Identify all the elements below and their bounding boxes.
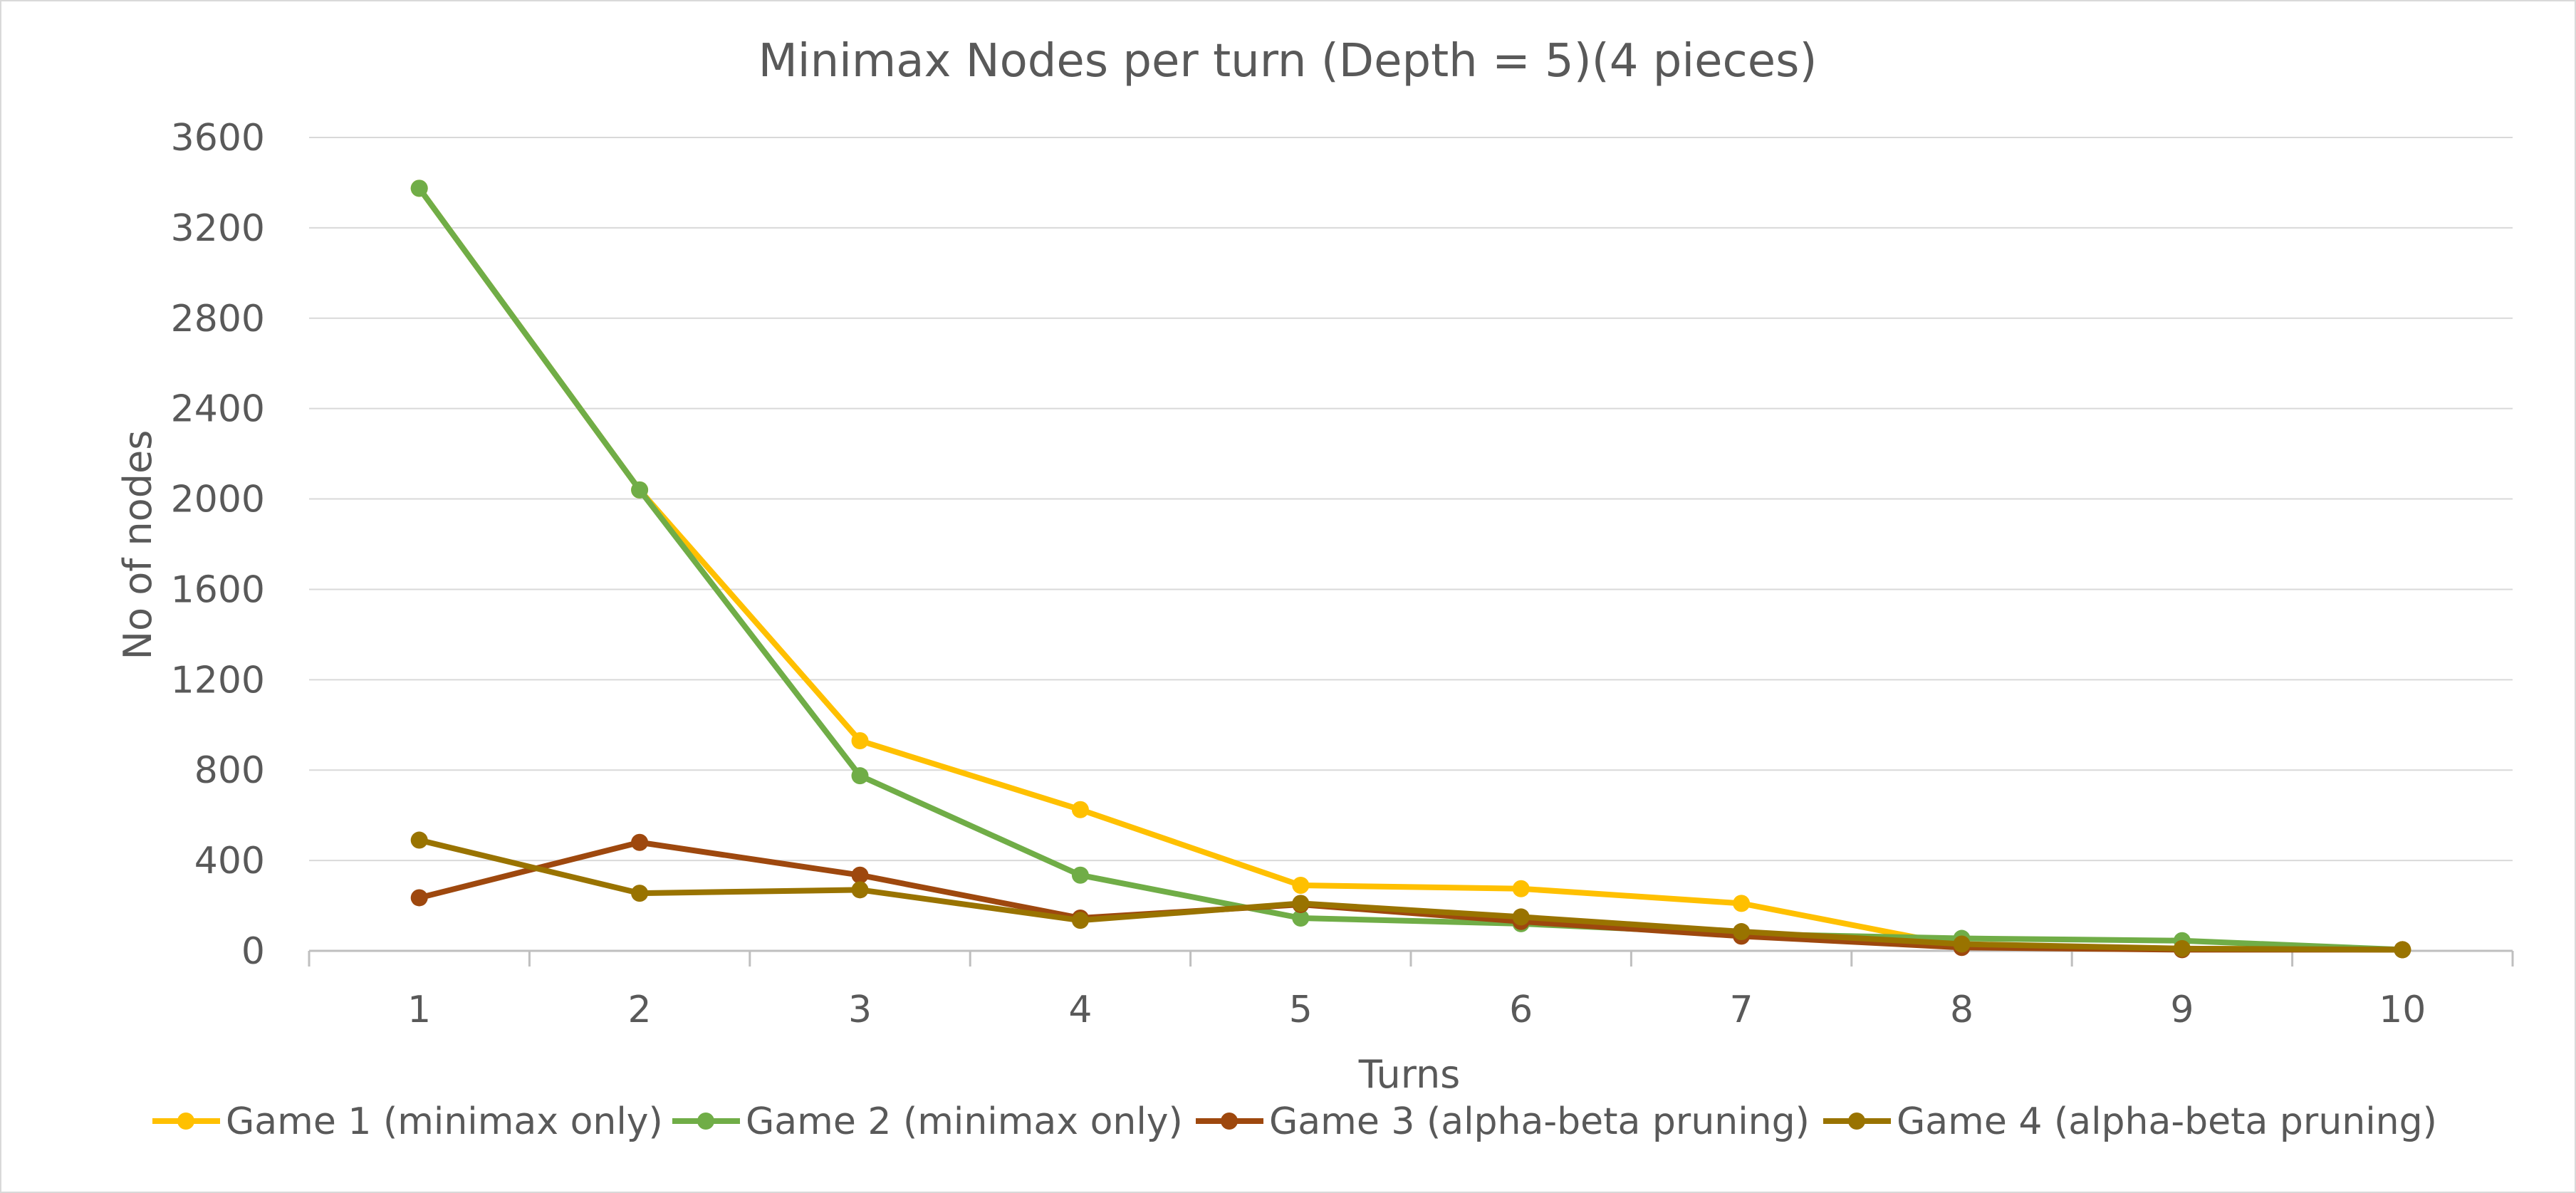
series-lines xyxy=(410,179,2411,959)
data-point xyxy=(1733,895,1751,912)
legend-label: Game 4 (alpha-beta pruning) xyxy=(1897,1100,2437,1143)
x-tick-label: 6 xyxy=(1509,989,1533,1031)
data-point xyxy=(631,833,649,851)
x-tick-label: 1 xyxy=(407,989,431,1031)
data-point xyxy=(851,866,869,884)
data-point xyxy=(1953,935,1971,953)
data-point xyxy=(1512,908,1530,926)
series-4 xyxy=(410,831,2411,959)
y-tick-label: 1600 xyxy=(171,568,265,611)
data-point xyxy=(410,889,428,907)
data-point xyxy=(410,179,428,197)
data-point xyxy=(1292,895,1310,912)
series-line xyxy=(416,837,2406,953)
data-point xyxy=(2173,939,2191,957)
data-point xyxy=(1071,866,1089,884)
legend-item-4: Game 4 (alpha-beta pruning) xyxy=(1823,1100,2437,1143)
legend-item-3: Game 3 (alpha-beta pruning) xyxy=(1196,1100,1810,1143)
y-tick-label: 1200 xyxy=(171,659,265,702)
y-tick-label: 3600 xyxy=(171,117,265,160)
y-tick-label: 0 xyxy=(241,930,265,973)
y-axis-title: No of nodes xyxy=(115,430,160,660)
y-tick-label: 2800 xyxy=(171,298,265,340)
data-point xyxy=(2394,941,2411,959)
series-1 xyxy=(410,179,2411,959)
data-point xyxy=(851,767,869,785)
x-axis-ticks: 1 2 3 4 5 6 7 8 9 10 xyxy=(407,989,2426,1031)
data-point xyxy=(1071,801,1089,818)
series-line xyxy=(416,839,2406,953)
y-tick-label: 2000 xyxy=(171,479,265,521)
legend-item-1: Game 1 (minimax only) xyxy=(152,1100,663,1143)
legend-swatch-marker xyxy=(1221,1113,1238,1130)
data-point xyxy=(1292,877,1310,895)
gridlines xyxy=(309,137,2513,862)
y-tick-label: 3200 xyxy=(171,207,265,250)
x-tick-label: 3 xyxy=(848,989,872,1031)
y-tick-label: 800 xyxy=(194,749,265,792)
series-line xyxy=(416,185,2406,953)
legend-swatch-marker xyxy=(177,1113,194,1130)
x-axis-title: Turns xyxy=(1358,1052,1461,1097)
data-point xyxy=(851,881,869,899)
data-point xyxy=(631,885,649,902)
legend-label: Game 3 (alpha-beta pruning) xyxy=(1269,1100,1810,1143)
series-line xyxy=(416,185,2406,953)
x-tick-label: 2 xyxy=(628,989,652,1031)
chart-title: Minimax Nodes per turn (Depth = 5)(4 pie… xyxy=(758,35,1818,88)
legend-item-2: Game 2 (minimax only) xyxy=(672,1100,1183,1143)
y-tick-label: 400 xyxy=(194,840,265,882)
data-point xyxy=(1512,880,1530,897)
legend: Game 1 (minimax only) Game 2 (minimax onl… xyxy=(152,1100,2437,1143)
legend-swatch-marker xyxy=(1848,1113,1865,1130)
x-tick-label: 10 xyxy=(2379,989,2426,1031)
data-point xyxy=(631,481,649,499)
x-tick-label: 9 xyxy=(2170,989,2194,1031)
data-point xyxy=(1733,923,1751,941)
x-tick-label: 8 xyxy=(1950,989,1973,1031)
x-tick-label: 4 xyxy=(1068,989,1092,1031)
data-point xyxy=(1071,912,1089,929)
legend-swatch-marker xyxy=(697,1113,714,1130)
legend-label: Game 1 (minimax only) xyxy=(226,1100,663,1143)
legend-label: Game 2 (minimax only) xyxy=(746,1100,1183,1143)
data-point xyxy=(851,731,869,749)
x-tick-label: 7 xyxy=(1730,989,1753,1031)
data-point xyxy=(410,831,428,849)
x-tick-label: 5 xyxy=(1289,989,1313,1031)
y-tick-label: 2400 xyxy=(171,388,265,431)
y-axis-ticks: 0 400 800 1200 1600 2000 2400 2800 3200 3600 xyxy=(171,117,265,973)
data-point xyxy=(1292,910,1310,927)
